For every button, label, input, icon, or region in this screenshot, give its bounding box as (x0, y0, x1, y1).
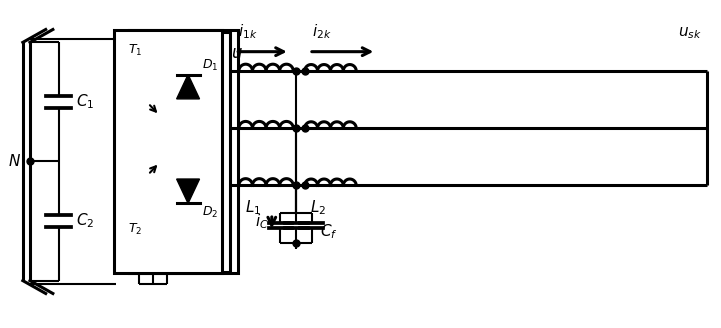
Text: $u_{sk}$: $u_{sk}$ (678, 25, 702, 41)
Polygon shape (177, 179, 200, 203)
Bar (122, 31, 230, 272)
Text: $i_{2k}$: $i_{2k}$ (312, 22, 332, 41)
Bar (129, 30, 238, 274)
Text: $D_2$: $D_2$ (203, 205, 218, 220)
Text: $C_1$: $C_1$ (76, 92, 95, 111)
Polygon shape (177, 74, 200, 99)
Bar (114, 30, 222, 274)
Text: $L_1$: $L_1$ (244, 198, 261, 217)
Text: $C_2$: $C_2$ (76, 212, 94, 230)
Text: $T_1$: $T_1$ (128, 43, 142, 58)
Text: $L_2$: $L_2$ (311, 198, 327, 217)
Text: $T_2$: $T_2$ (128, 222, 142, 237)
Text: $u$: $u$ (231, 44, 243, 62)
Text: $C_f$: $C_f$ (320, 222, 338, 241)
Text: $i_{1k}$: $i_{1k}$ (238, 22, 257, 41)
Text: $D_1$: $D_1$ (203, 58, 218, 73)
Text: $N$: $N$ (9, 154, 22, 170)
Text: $i_C$: $i_C$ (255, 213, 269, 231)
